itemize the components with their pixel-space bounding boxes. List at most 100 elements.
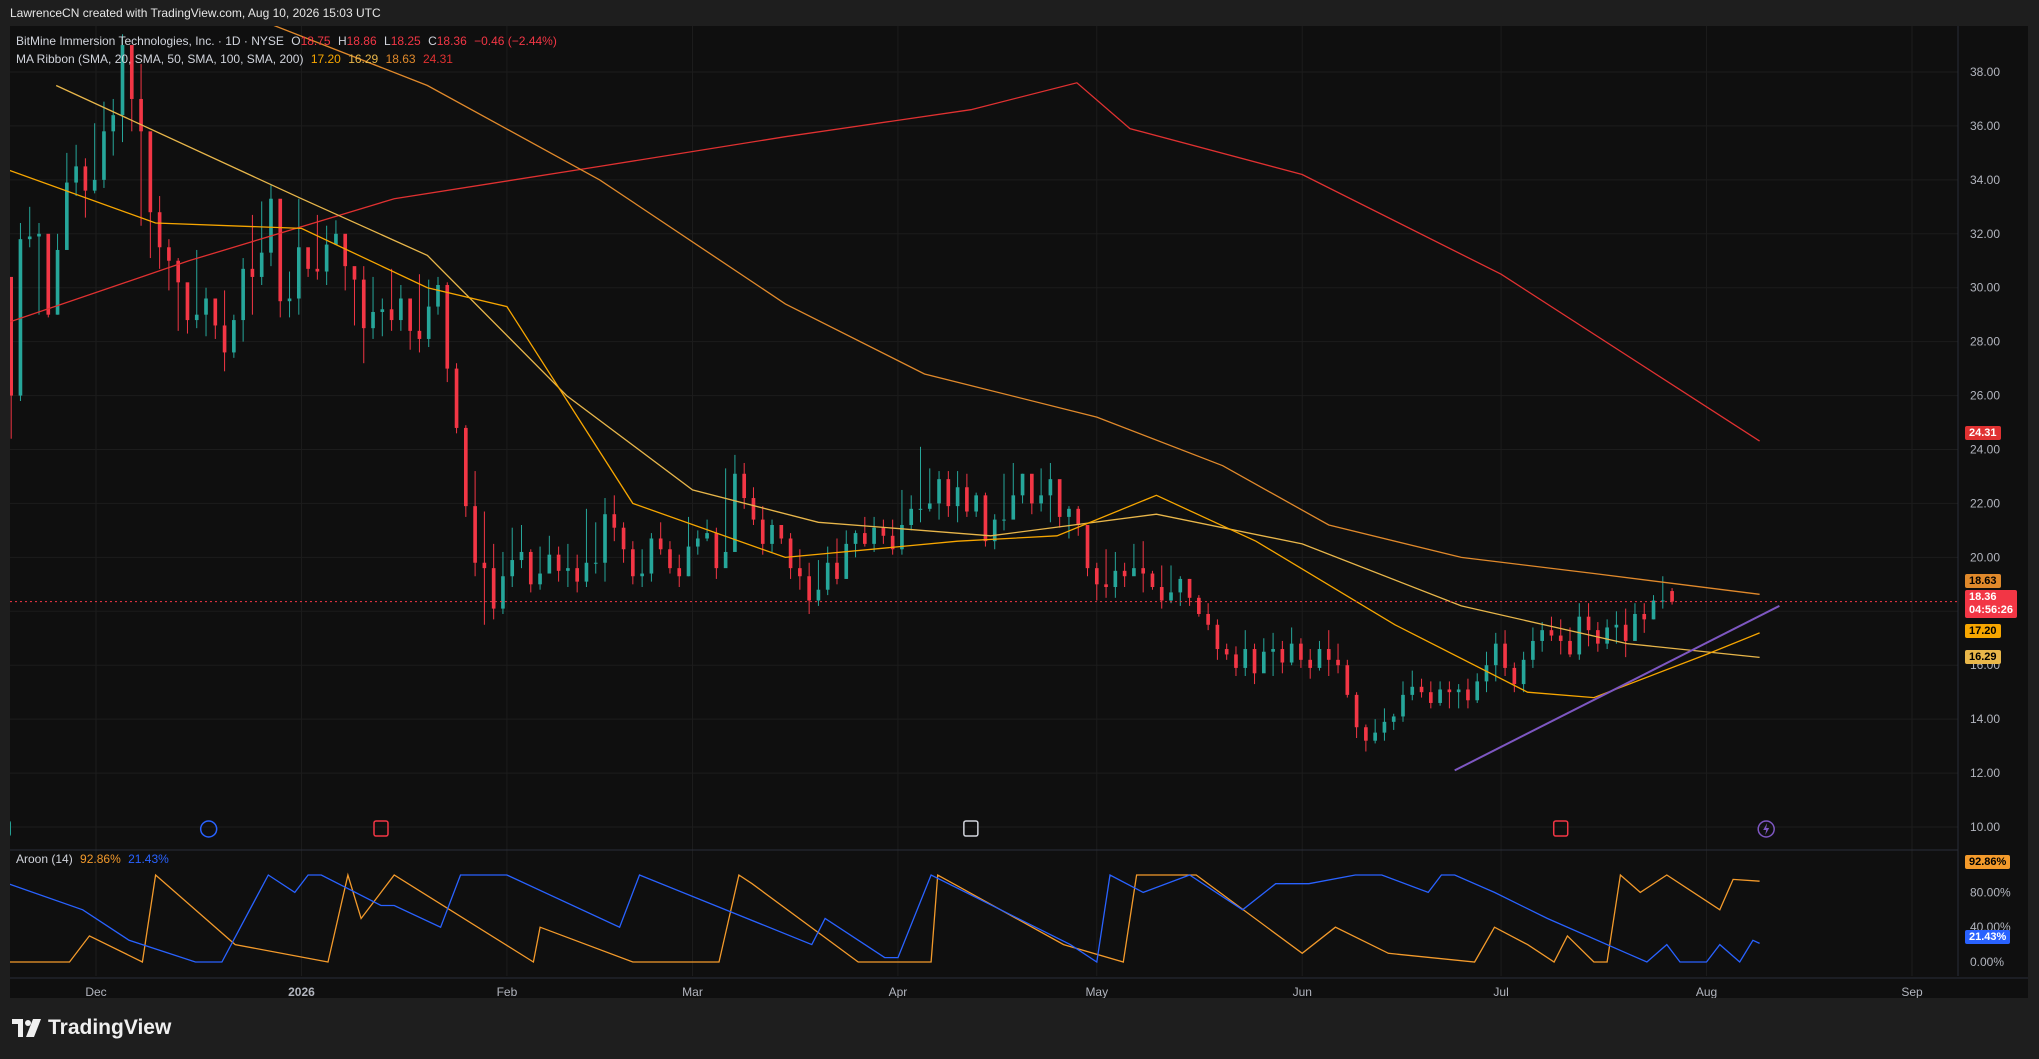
- candle: [528, 549, 533, 593]
- ma100-badge: 18.63: [1965, 574, 2001, 588]
- price-tick-label: 24.00: [1970, 443, 2000, 457]
- candle-body: [1382, 721, 1387, 733]
- candle-body: [1159, 587, 1164, 601]
- candle: [695, 530, 700, 555]
- candle: [102, 101, 106, 188]
- candle-body: [1401, 694, 1405, 717]
- ma200-badge: 24.31: [1965, 426, 2001, 440]
- candle: [974, 492, 978, 517]
- candle-body: [1484, 665, 1489, 682]
- candle-body: [1549, 630, 1554, 636]
- candle: [232, 314, 236, 358]
- candle-body: [278, 198, 283, 302]
- low-value: 18.25: [390, 34, 421, 48]
- candle-body: [528, 551, 533, 585]
- dividend-icon: [199, 820, 218, 838]
- price-tick-label: 14.00: [1970, 712, 2000, 726]
- price-tick-label: 22.00: [1970, 496, 2000, 510]
- candle: [1336, 643, 1340, 674]
- candle: [1261, 638, 1266, 674]
- candle-body: [1299, 643, 1303, 660]
- candle: [204, 287, 208, 337]
- price-tick-label: 34.00: [1970, 173, 2000, 187]
- candle: [1466, 678, 1470, 709]
- candle: [1178, 576, 1183, 606]
- candle: [779, 525, 784, 544]
- candle: [1159, 565, 1164, 609]
- earnings-marker: [963, 820, 979, 837]
- candle-body: [612, 514, 617, 528]
- price-tick-label: 30.00: [1970, 281, 2000, 295]
- aroon-legend: Aroon (14) 92.86% 21.43%: [16, 852, 173, 866]
- ma-100-line: [273, 26, 1760, 595]
- candle-body: [482, 562, 487, 569]
- candle-body: [315, 268, 320, 272]
- candle: [1215, 619, 1220, 660]
- candle: [1289, 627, 1294, 666]
- candle: [909, 495, 914, 531]
- candle-body: [65, 182, 69, 250]
- candle: [1642, 603, 1647, 633]
- candle-body: [853, 533, 858, 544]
- candle-body: [102, 131, 106, 180]
- candle: [853, 530, 858, 558]
- candle: [380, 298, 385, 337]
- candle: [1614, 611, 1619, 644]
- candle: [937, 471, 941, 520]
- candle-body: [296, 247, 301, 299]
- candle: [1299, 638, 1303, 668]
- candle-body: [1039, 495, 1043, 504]
- candle-body: [436, 285, 440, 307]
- candle: [148, 131, 153, 259]
- candle-body: [1642, 613, 1647, 620]
- candle-body: [204, 298, 208, 315]
- candle-body: [992, 519, 997, 542]
- candle-body: [167, 247, 171, 261]
- time-tick-label: Mar: [682, 985, 703, 998]
- candle-body: [547, 554, 552, 574]
- open-value: 18.75: [300, 34, 331, 48]
- brand-logo[interactable]: TradingView: [12, 1016, 171, 1040]
- candle-body: [584, 562, 589, 582]
- candle-body: [844, 543, 849, 579]
- chart-pane[interactable]: 38.00 36.00 34.00 32.00 30.00 28.00 26.00 24.00…: [10, 26, 2028, 998]
- candle: [556, 546, 561, 582]
- candle: [714, 527, 719, 579]
- candle: [1456, 684, 1461, 709]
- earnings-marker: [373, 820, 389, 837]
- candle-body: [1521, 659, 1526, 685]
- candle-body: [324, 244, 329, 272]
- candle-body: [185, 282, 190, 321]
- candle-body: [816, 589, 821, 601]
- candle-body: [27, 236, 32, 240]
- candle: [1067, 506, 1071, 539]
- candle-body: [1429, 692, 1433, 703]
- candle-body: [918, 508, 923, 510]
- candle-body: [380, 309, 385, 312]
- created-text: LawrenceCN created with TradingView.com,…: [10, 6, 381, 20]
- candle: [890, 519, 895, 555]
- chart-svg[interactable]: 38.00 36.00 34.00 32.00 30.00 28.00 26.00 24.00…: [10, 26, 2028, 998]
- candle-body: [1326, 649, 1331, 660]
- aroon-up-line: [10, 872, 1760, 964]
- candle: [1057, 479, 1062, 528]
- candle: [1011, 462, 1016, 520]
- candle: [250, 214, 255, 315]
- candle-body: [1057, 479, 1062, 517]
- candle-body: [287, 298, 292, 302]
- candle: [1531, 627, 1535, 668]
- aroon-tick-label: 0.00%: [1970, 955, 2004, 969]
- candle: [946, 471, 951, 517]
- candle-body: [1104, 584, 1108, 588]
- candle-body: [1614, 624, 1619, 628]
- candle: [603, 498, 607, 582]
- candle-body: [1586, 616, 1591, 631]
- candle: [742, 462, 747, 509]
- candle: [686, 516, 691, 577]
- ma50-badge: 16.29: [1965, 650, 2001, 664]
- price-tick-label: 12.00: [1970, 766, 2000, 780]
- candle: [120, 34, 125, 143]
- candle: [1651, 595, 1656, 620]
- candle: [352, 266, 357, 326]
- candle-body: [1540, 630, 1544, 641]
